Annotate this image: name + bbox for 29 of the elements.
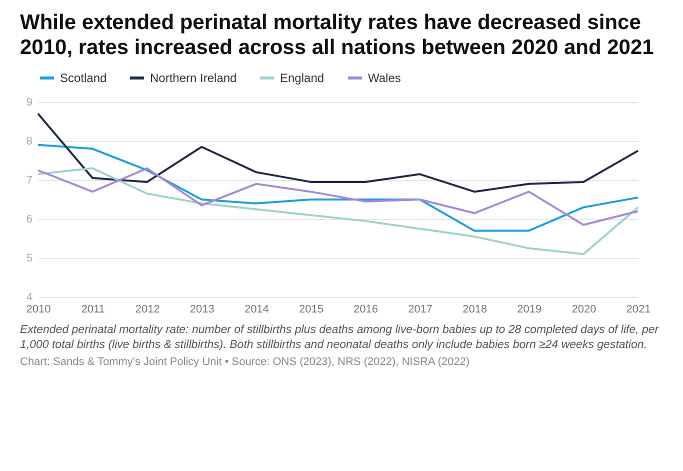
legend-label: Northern Ireland (150, 71, 237, 85)
y-tick-label: 7 (26, 174, 32, 186)
y-tick-label: 6 (26, 214, 32, 226)
x-tick-label: 2014 (244, 304, 269, 316)
line-series (37, 167, 639, 256)
x-tick-label: 2019 (517, 304, 542, 316)
x-tick-label: 2015 (298, 304, 324, 316)
chart-title: While extended perinatal mortality rates have decreased since 2010, rates increased across all nations between 2020 and 2021 (20, 10, 655, 60)
x-tick-label: 2012 (135, 304, 160, 316)
y-tick-label: 4 (26, 292, 32, 304)
text: Chart: Sands & Tommy's Joint Policy Unit • Source: ONS (2023), NRS (2022), NISRA (2022) (20, 356, 471, 368)
x-tick-label: 2011 (81, 304, 105, 316)
line-series (37, 167, 639, 226)
x-tick-label: 2016 (354, 304, 378, 316)
x-tick-label: 2021 (626, 304, 651, 316)
legend-label: England (280, 71, 324, 85)
y-tick-label: 5 (26, 252, 32, 264)
y-tick-label: 9 (26, 96, 32, 108)
x-tick-label: 2013 (190, 304, 214, 316)
y-tick-label: 8 (26, 136, 32, 148)
line-series (37, 144, 639, 232)
x-tick-label: 2017 (408, 304, 433, 316)
x-tick-label: 2018 (462, 304, 488, 316)
legend-label: Wales (368, 71, 401, 85)
x-tick-label: 2020 (572, 304, 596, 316)
legend-label: Scotland (60, 71, 107, 85)
line-series (37, 112, 639, 193)
x-tick-label: 2010 (26, 304, 51, 316)
text: Extended perinatal mortality rate: number of stillbirths plus deaths among live-born babies up to 28 completed days of life, per 1,000 total births (live births & stillbirths). Both stillbirths and neonatal deaths only include babies born ≥24 weeks gestation. (20, 323, 660, 353)
